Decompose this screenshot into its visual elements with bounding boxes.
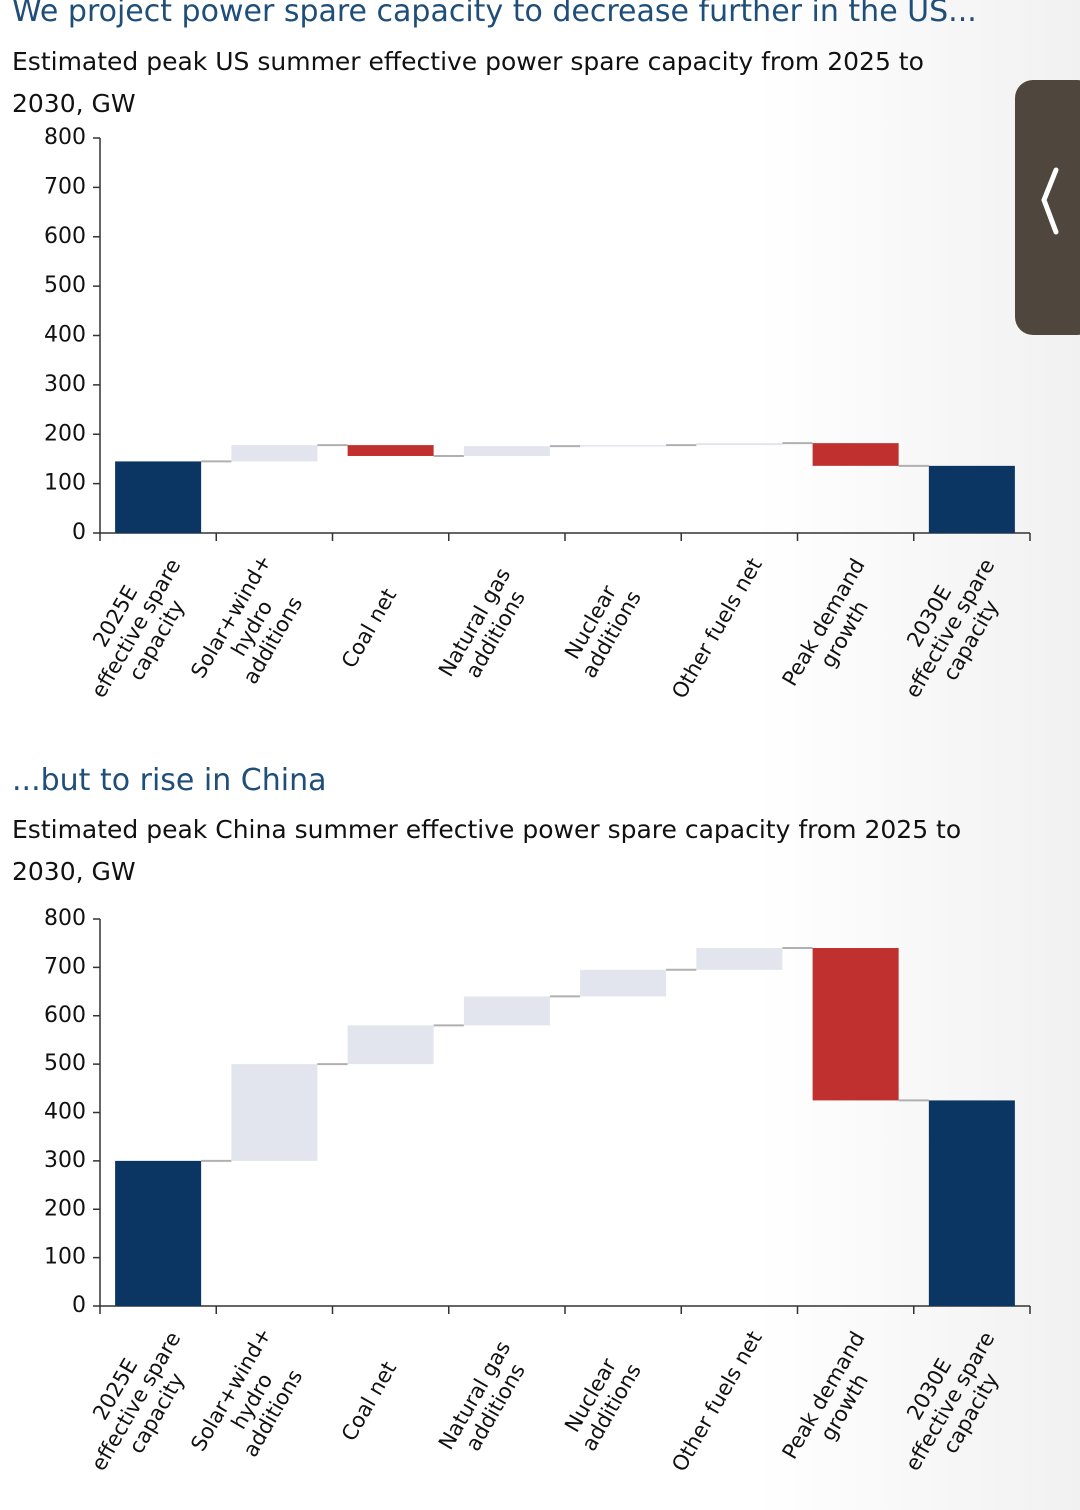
- chart-title: ...but to rise in China: [12, 763, 327, 798]
- y-tick-label: 400: [44, 323, 86, 348]
- bar: [231, 445, 318, 462]
- chart-title: We project power spare capacity to decre…: [12, 0, 977, 29]
- y-tick-label: 700: [44, 954, 86, 979]
- bar: [115, 1160, 202, 1306]
- y-tick-label: 300: [44, 372, 86, 397]
- bar: [115, 461, 202, 533]
- bar: [231, 1064, 318, 1161]
- y-tick-label: 100: [44, 1245, 86, 1270]
- bar: [928, 1100, 1015, 1306]
- y-tick-label: 600: [44, 1003, 86, 1028]
- chart-subtitle: Estimated peak China summer effective po…: [12, 815, 962, 886]
- y-tick-label: 0: [72, 520, 86, 545]
- y-tick-label: 300: [44, 1148, 86, 1173]
- y-tick-label: 800: [44, 906, 86, 931]
- bar: [580, 969, 667, 997]
- bar: [580, 445, 667, 447]
- y-tick-label: 100: [44, 471, 86, 496]
- y-tick-label: 600: [44, 224, 86, 249]
- side-tab-arrow[interactable]: [1041, 167, 1059, 235]
- chart-subtitle: Estimated peak US summer effective power…: [12, 47, 924, 118]
- y-tick-label: 700: [44, 174, 86, 199]
- bar: [812, 948, 899, 1101]
- y-tick-label: 200: [44, 1196, 86, 1221]
- bar: [463, 446, 550, 456]
- bar: [347, 1025, 434, 1065]
- bar: [463, 996, 550, 1026]
- y-tick-label: 800: [44, 125, 86, 150]
- y-tick-label: 500: [44, 1051, 86, 1076]
- y-tick-label: 400: [44, 1100, 86, 1125]
- y-tick-label: 500: [44, 273, 86, 298]
- bar: [696, 443, 783, 446]
- bar: [928, 465, 1015, 533]
- y-tick-label: 200: [44, 421, 86, 446]
- y-tick-label: 0: [72, 1293, 86, 1318]
- bar: [347, 445, 434, 456]
- bar: [696, 948, 783, 970]
- side-tab[interactable]: [1015, 80, 1080, 335]
- bar: [812, 443, 899, 466]
